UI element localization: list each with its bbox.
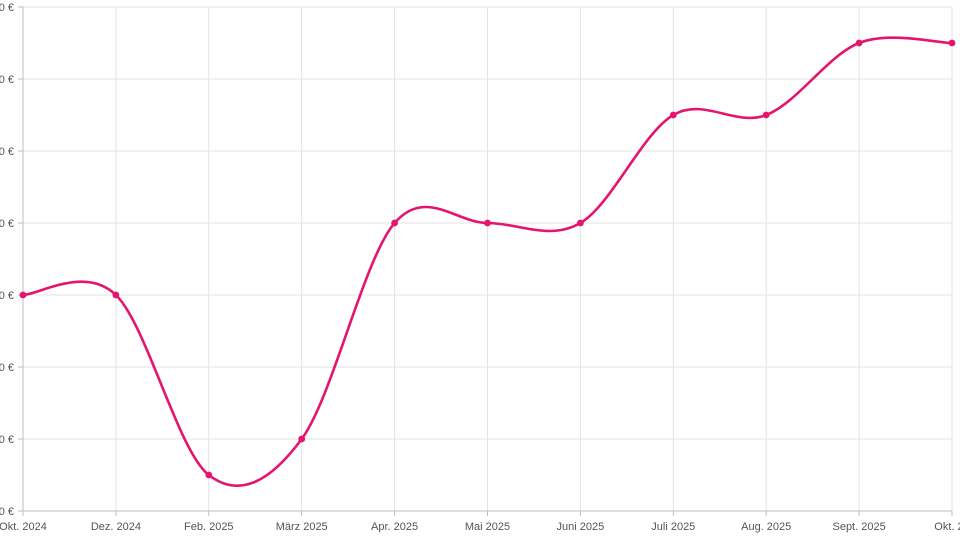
grid-lines bbox=[22, 6, 953, 512]
y-tick-label: 0 € bbox=[0, 218, 14, 230]
data-point[interactable] bbox=[391, 219, 398, 227]
data-point[interactable] bbox=[855, 39, 863, 47]
data-point[interactable] bbox=[948, 39, 956, 47]
y-tick-label: 0 € bbox=[0, 146, 14, 158]
x-tick-label: Feb. 2025 bbox=[184, 521, 234, 533]
y-axis-ticks: 0 € 0 € 0 € 0 € 0 € 0 € 0 € 0 € bbox=[0, 2, 23, 518]
x-tick-label: Okt. 2024 bbox=[0, 521, 47, 533]
data-point[interactable] bbox=[298, 435, 306, 443]
x-tick-label: Sept. 2025 bbox=[832, 521, 885, 533]
x-tick-label: März 2025 bbox=[276, 521, 328, 533]
data-points bbox=[19, 39, 956, 479]
y-tick-label: 0 € bbox=[0, 362, 14, 374]
data-point[interactable] bbox=[112, 291, 120, 299]
series-lines bbox=[21, 36, 954, 487]
y-tick-label: 0 € bbox=[0, 290, 14, 302]
x-tick-label: Apr. 2025 bbox=[371, 521, 418, 533]
x-tick-label: Okt. 20 bbox=[934, 521, 960, 533]
data-point[interactable] bbox=[669, 111, 677, 119]
data-point[interactable] bbox=[484, 219, 491, 227]
y-tick-label: 0 € bbox=[0, 434, 14, 446]
x-tick-label: Mai 2025 bbox=[465, 521, 510, 533]
data-point[interactable] bbox=[19, 291, 27, 299]
x-tick-label: Aug. 2025 bbox=[741, 521, 791, 533]
x-axis-ticks: Okt. 2024 Dez. 2024 Feb. 2025 März 2025 Apr.… bbox=[0, 511, 960, 533]
series-line bbox=[21, 36, 954, 487]
x-tick-label: Dez. 2024 bbox=[91, 521, 141, 533]
data-point[interactable] bbox=[577, 219, 584, 227]
y-tick-label: 0 € bbox=[0, 74, 14, 86]
y-tick-label: 0 € bbox=[0, 2, 14, 14]
x-tick-label: Juli 2025 bbox=[651, 521, 695, 533]
x-tick-label: Juni 2025 bbox=[557, 521, 605, 533]
data-point[interactable] bbox=[205, 471, 213, 479]
y-tick-label: 0 € bbox=[0, 506, 14, 518]
data-point[interactable] bbox=[762, 111, 770, 119]
